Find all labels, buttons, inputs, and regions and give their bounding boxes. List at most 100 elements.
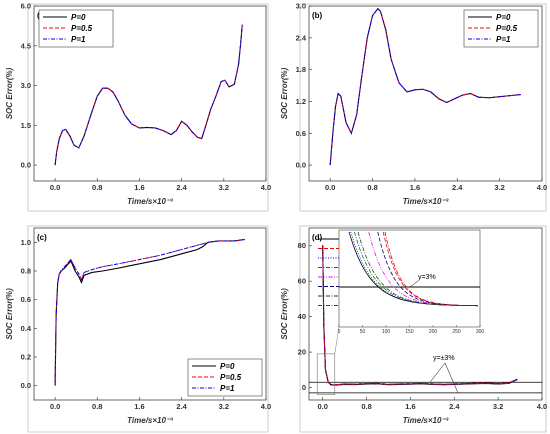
x-axis-title: Time/s×10⁻³ [403,197,449,206]
series-line [54,239,245,386]
y-tick-label: 3.0 [296,2,306,11]
legend-label: P=0 [220,362,235,371]
x-axis-title: Time/s×10⁻³ [127,197,173,206]
x-tick-label: 1.6 [134,402,144,411]
x-tick-label: 0.0 [50,402,60,411]
y-tick-label: 2.4 [296,33,307,42]
x-tick-label: 2.4 [452,183,463,192]
x-tick-label: 3.2 [493,402,503,411]
legend-label: P=1 [71,35,86,44]
zoom-connector [334,326,340,354]
y-axis-title: SOC Error(%) [5,288,14,340]
inset-x-tick-label: 250 [452,329,461,335]
y-tick-label: 0.0 [296,161,306,170]
y-tick-label: 6.0 [21,2,31,11]
plot-area [308,227,543,401]
x-tick-label: 2.4 [449,402,460,411]
legend-label: P=0 [71,13,86,22]
legend-label: P=0 [496,13,511,22]
plot-area [33,227,267,401]
series-line [54,239,245,386]
y-axis-title: SOC Error(%) [5,67,14,119]
y-tick-label: 0.0 [21,381,31,390]
series-line [322,245,518,385]
x-tick-label: 3.2 [219,183,229,192]
panel-d-frame [299,225,547,433]
y-axis-title: SOC Error(%) [280,288,289,340]
inset-series-line [384,231,479,307]
x-tick-label: 0.0 [50,183,60,192]
y-tick-label: 0.6 [296,129,306,138]
panel-label: (c) [37,233,47,242]
y-tick-label: 0 [302,383,306,392]
y-tick-label: 80 [298,241,306,250]
panel-label: (b) [312,11,323,20]
annotation-pointer [429,362,446,383]
inset-plot [338,229,481,328]
series-line [54,24,243,166]
inset-series-line [377,231,479,307]
plot-area [33,5,267,182]
inset-x-tick-label: 100 [382,329,391,335]
x-tick-label: 3.2 [219,402,229,411]
annotation-label: y=±3% [433,355,455,362]
series-line [329,7,521,166]
legend-label: P=1 [220,384,235,393]
x-tick-label: 0.0 [317,402,327,411]
inset-x-tick-label: 200 [429,329,438,335]
panel-label: (d) [312,233,323,242]
inset-annotation-pointer [409,280,419,288]
x-tick-label: 0.0 [325,183,335,192]
x-tick-label: 0.8 [92,183,102,192]
y-tick-label: 20 [298,348,306,357]
inset-x-tick-label: 300 [476,329,485,335]
x-tick-label: 4.0 [537,402,547,411]
panel-c-frame [27,225,269,433]
inset-series-line [354,231,479,307]
x-tick-label: 1.6 [410,183,420,192]
chart-panel-d: (d) 0.0 0.8 1.6 2.4 3.2 4.0 0 20 40 60 80 Time/s×10⁻… [280,227,547,425]
legend-label: P=0.5 [496,24,518,33]
chart-panel-c: (c) 0.0 0.8 1.6 2.4 3.2 4.0 0.0 0.2 0.4 0.6 0.8 1.0 T… [5,227,271,425]
chart-panel-b: (b) 0.0 0.8 1.6 2.4 3.2 4.0 0.0 0.6 1.2 1.8 2.4 3.0 T… [280,2,547,207]
y-tick-label: 0.6 [21,295,31,304]
y-tick-label: 0.4 [21,324,32,333]
annotation-pointer [444,362,459,394]
x-tick-label: 1.6 [134,183,144,192]
panel-a-frame [27,3,269,212]
x-axis-title: Time/s×10⁻³ [127,416,173,425]
y-tick-label: 4.5 [21,41,31,50]
x-tick-label: 2.4 [176,402,187,411]
x-tick-label: 4.0 [537,183,547,192]
y-tick-label: 60 [298,277,306,286]
legend-label: P=1 [496,35,511,44]
chart-panel-a: (a)0.00.81.62.43.24.00.01.53.04.56.0Time… [5,2,271,207]
y-tick-label: 1.2 [296,97,306,106]
x-tick-label: 0.8 [361,402,371,411]
x-tick-label: 4.0 [261,183,271,192]
zoom-region-box [316,353,336,395]
inset-series-line [357,231,479,307]
inset-x-tick-label: 50 [360,329,366,335]
x-tick-label: 1.6 [405,402,415,411]
x-tick-label: 0.8 [92,402,102,411]
y-tick-label: 0.0 [21,161,31,170]
y-tick-label: 1.5 [21,121,31,130]
inset-x-tick-label: 0 [338,329,341,335]
plot-area [308,5,543,182]
x-tick-label: 2.4 [176,183,187,192]
x-axis-title: Time/s×10⁻³ [403,416,449,425]
legend-label: P=0.5 [220,373,242,382]
panel-b-frame [299,3,547,212]
x-tick-label: 3.2 [494,183,504,192]
y-tick-label: 1.0 [21,238,31,247]
y-tick-label: 40 [298,312,306,321]
x-tick-label: 4.0 [261,402,271,411]
y-tick-label: 3.0 [21,81,31,90]
inset-annotation: y=3% [418,274,436,281]
x-tick-label: 0.8 [367,183,377,192]
y-axis-title: SOC Error(%) [280,67,289,119]
y-tick-label: 0.2 [21,353,31,362]
y-tick-label: 0.8 [21,267,31,276]
